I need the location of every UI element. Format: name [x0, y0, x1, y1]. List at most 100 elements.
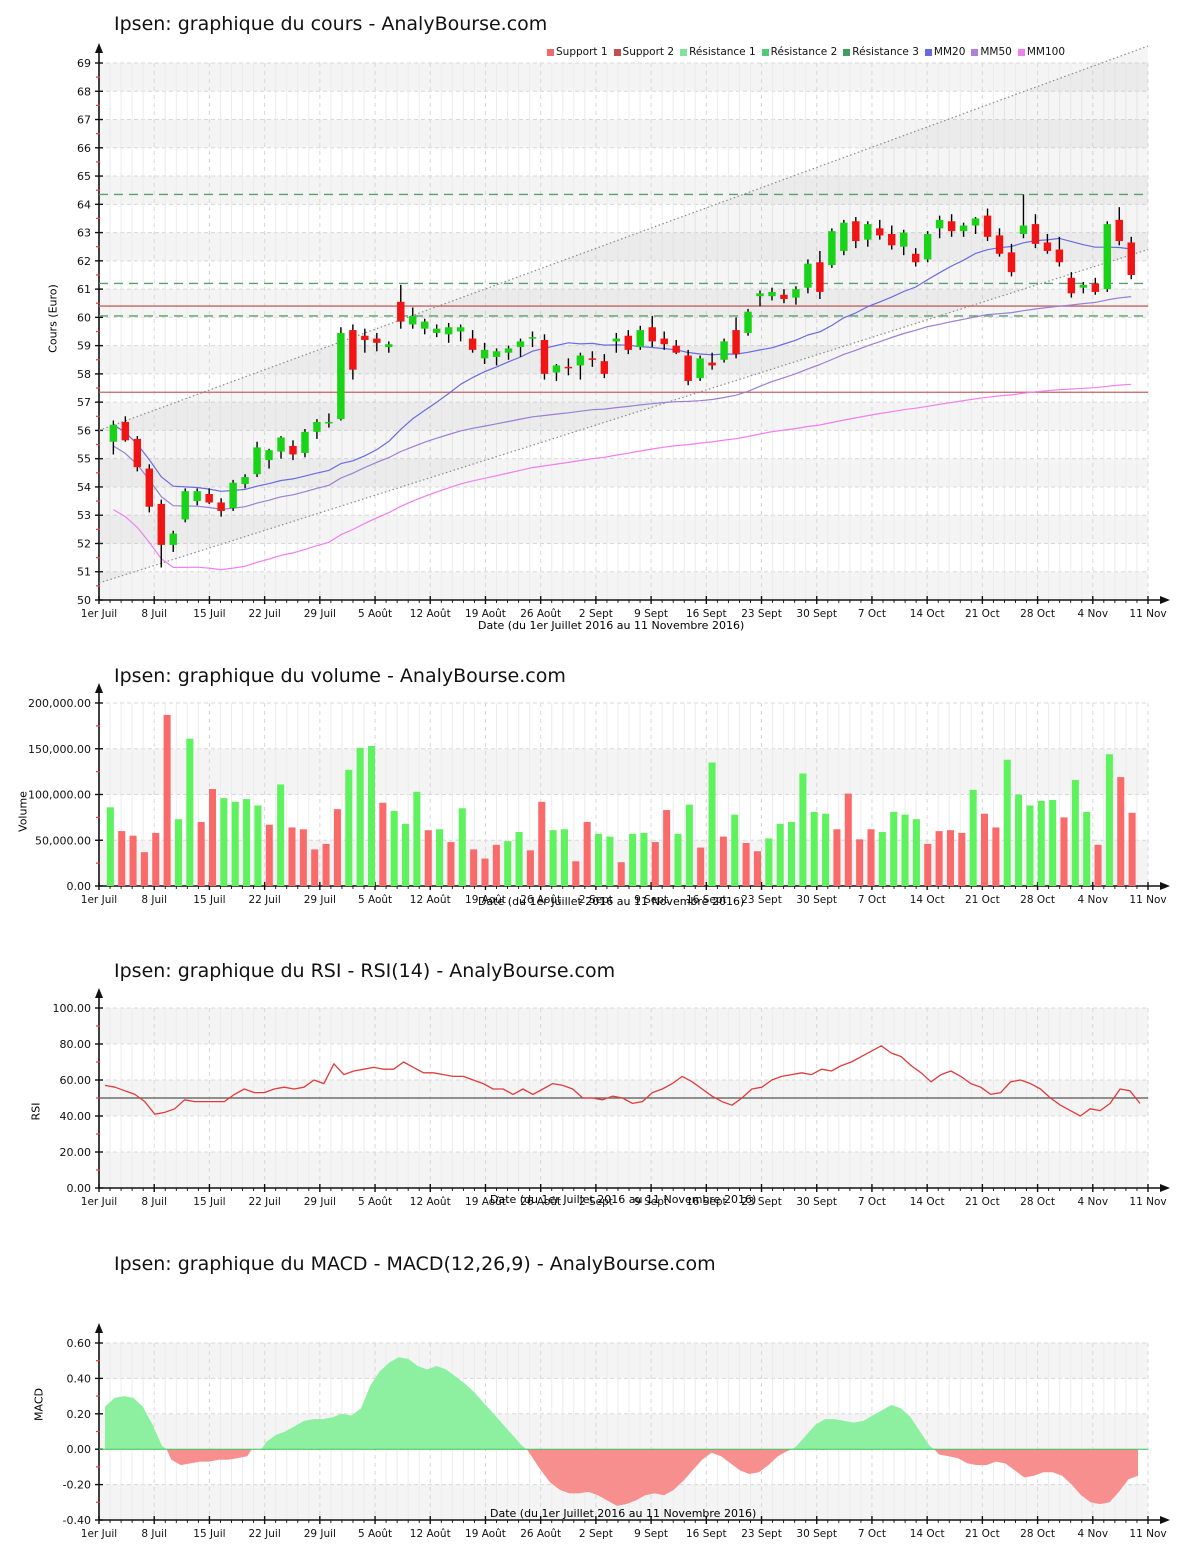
- candlestick: [229, 479, 237, 511]
- x-tick-label: 8 Juil: [141, 608, 167, 620]
- volume-bar: [322, 843, 330, 886]
- x-tick-label: 1er Juil: [81, 1196, 117, 1208]
- volume-bar: [254, 805, 262, 886]
- mm100-line: [113, 383, 1132, 571]
- volume-bar: [265, 824, 273, 886]
- candlestick: [660, 331, 668, 350]
- volume-bar: [719, 836, 727, 886]
- volume-bar: [220, 798, 228, 886]
- x-tick-label: 9 Sept: [634, 1196, 668, 1208]
- candlestick: [277, 436, 285, 459]
- candle-body-up: [241, 477, 249, 485]
- price-x-axis-label: Date (du 1er Juillet 2016 au 11 Novembre…: [478, 619, 745, 632]
- volume-bar: [424, 830, 432, 886]
- trend-channel-fill: [99, 46, 1148, 584]
- candle-body-up: [480, 349, 489, 359]
- candlestick: [528, 331, 537, 348]
- candlestick: [373, 332, 381, 352]
- candle-body-up: [193, 491, 201, 502]
- volume-bar: [799, 773, 807, 886]
- legend-label: MM20: [933, 46, 966, 58]
- volume-bar: [186, 738, 194, 886]
- candle-body-down: [888, 233, 896, 246]
- x-tick-label: 21 Oct: [965, 1196, 1000, 1208]
- volume-bar: [1026, 805, 1034, 886]
- volume-bar: [981, 813, 989, 886]
- x-tick-label: 1er Juil: [81, 608, 117, 620]
- x-tick-label: 30 Sept: [796, 1528, 837, 1540]
- candlestick: [672, 339, 680, 355]
- candlestick: [1055, 236, 1064, 267]
- candle-body-up: [456, 327, 465, 332]
- plot-band: [99, 1152, 1148, 1188]
- candle-body-up: [696, 358, 704, 379]
- candlestick: [828, 228, 836, 268]
- candle-body-up: [828, 231, 836, 266]
- x-tick-label: 22 Juil: [248, 894, 280, 906]
- candlestick: [1127, 236, 1135, 280]
- x-tick-label: 23 Sept: [741, 608, 782, 620]
- candle-body-down: [648, 327, 656, 342]
- price-chart-panel: Ipsen: graphique du cours - AnalyBourse.…: [0, 0, 1200, 645]
- x-tick-label: 26 Août: [520, 608, 561, 620]
- volume-bar: [1037, 800, 1045, 886]
- volume-bar: [1015, 794, 1023, 886]
- candle-body-up: [612, 338, 621, 342]
- candle-body-down: [157, 503, 165, 545]
- x-tick-label: 16 Sept: [686, 608, 727, 620]
- candle-body-up: [1079, 284, 1088, 288]
- volume-bar: [231, 801, 239, 886]
- candlestick: [133, 436, 142, 472]
- x-tick-label: 28 Oct: [1020, 1196, 1055, 1208]
- candle-body-down: [684, 355, 692, 381]
- x-tick-label: 28 Oct: [1020, 608, 1055, 620]
- volume-bar: [1083, 811, 1091, 886]
- candlestick: [576, 352, 585, 380]
- legend-label: MM100: [1026, 46, 1066, 58]
- y-tick-label: 67: [77, 114, 91, 127]
- legend-item-1: Support 2: [613, 46, 675, 58]
- volume-y-axis-label: Volume: [16, 791, 30, 832]
- volume-bar: [731, 814, 739, 886]
- candle-body-down: [373, 338, 381, 343]
- volume-bar: [163, 714, 171, 886]
- volume-bar: [152, 832, 160, 886]
- y-tick-label: 54: [77, 481, 91, 494]
- candle-body-up: [1019, 225, 1028, 234]
- volume-bar: [402, 823, 410, 886]
- candlestick: [1079, 282, 1088, 294]
- legend-label: MM50: [980, 46, 1012, 58]
- legend-item-0: Support 1: [547, 46, 608, 58]
- x-tick-label: 12 Août: [410, 894, 451, 906]
- rsi-y-axis-label: RSI: [29, 1102, 43, 1121]
- volume-bar: [912, 819, 920, 886]
- candle-body-up: [756, 293, 764, 297]
- candle-body-up: [432, 328, 441, 333]
- candle-body-down: [624, 335, 633, 350]
- volume-bar: [470, 849, 478, 886]
- candle-body-down: [145, 468, 154, 507]
- volume-bar: [617, 862, 625, 886]
- x-tick-label: 19 Août: [465, 1528, 506, 1540]
- macd-negative-area: [166, 1449, 1139, 1506]
- candle-body-down: [947, 221, 956, 232]
- volume-bar: [958, 832, 966, 886]
- candlestick: [1019, 194, 1028, 239]
- candlestick: [947, 214, 956, 237]
- candlestick: [325, 413, 333, 428]
- x-axis-arrow-icon: [1160, 882, 1170, 890]
- y-tick-label: 80.00: [60, 1038, 92, 1051]
- volume-bar: [345, 769, 353, 886]
- y-tick-label: 150,000.00: [28, 743, 91, 756]
- x-tick-label: 16 Sept: [686, 894, 727, 906]
- x-tick-label: 15 Juil: [193, 894, 225, 906]
- volume-bar: [515, 832, 523, 886]
- candle-body-down: [672, 345, 680, 353]
- candlestick: [540, 334, 549, 380]
- candle-body-up: [959, 225, 968, 232]
- candle-body-down: [1055, 249, 1064, 263]
- candlestick: [121, 416, 130, 442]
- candlestick: [816, 250, 824, 299]
- legend-label: Support 2: [622, 46, 675, 58]
- volume-bar: [379, 802, 387, 886]
